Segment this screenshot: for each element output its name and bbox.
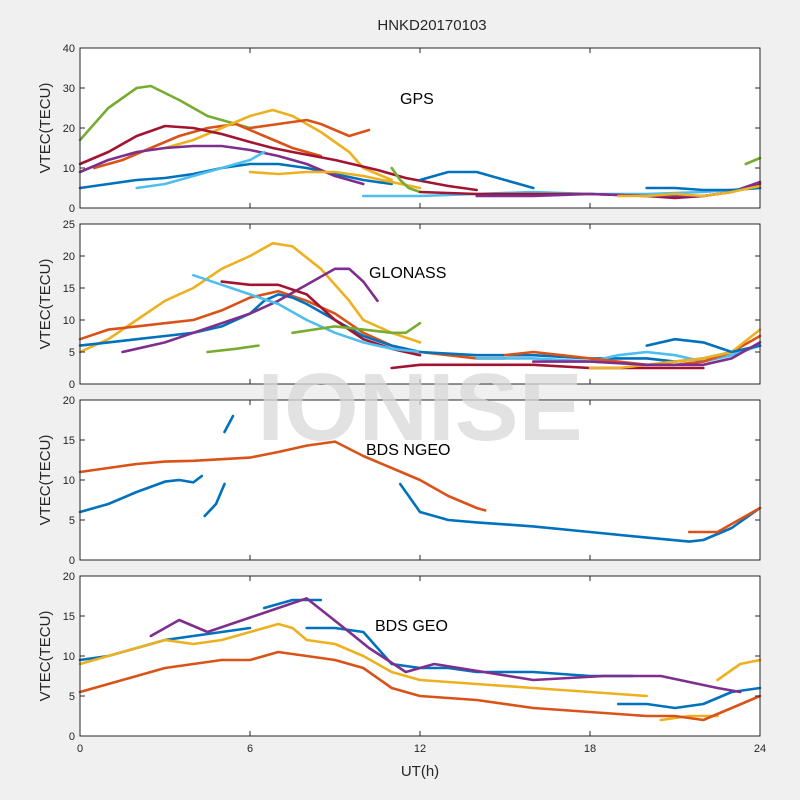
y-tick-label: 0 xyxy=(69,731,75,743)
series-line xyxy=(475,344,762,363)
series-line xyxy=(149,597,742,694)
y-tick-label: 5 xyxy=(69,347,75,359)
series-line xyxy=(716,658,762,682)
series-line xyxy=(248,118,371,138)
series-group xyxy=(78,414,762,543)
series-line xyxy=(192,273,422,354)
series-line xyxy=(248,170,422,190)
x-tick-label: 6 xyxy=(247,743,253,755)
y-tick-label: 25 xyxy=(63,219,75,231)
series-line xyxy=(659,714,719,722)
panel-annotation: BDS GEO xyxy=(375,618,448,635)
y-tick-label: 10 xyxy=(63,651,75,663)
panel-2: 0 5 10 15 20 25 VTEC(TECU) GLONASS xyxy=(37,219,762,391)
y-tick-label: 15 xyxy=(63,435,75,447)
watermark-logo: IONISE xyxy=(257,354,582,461)
y-tick-label: 5 xyxy=(69,691,75,703)
y-tick-label: 0 xyxy=(69,555,75,567)
series-line xyxy=(532,341,762,367)
y-tick-label: 20 xyxy=(63,571,75,583)
y-tick-label: 20 xyxy=(63,395,75,407)
series-line xyxy=(617,184,762,198)
series-line xyxy=(78,622,648,698)
series-line xyxy=(203,482,226,518)
panel-1: 0 10 20 30 40 VTEC(TECU) GPS xyxy=(37,43,762,215)
x-tick-label: 24 xyxy=(754,743,766,755)
plot-area xyxy=(80,576,760,736)
panel-annotation: GLONASS xyxy=(369,265,446,282)
y-tick-label: 30 xyxy=(63,83,75,95)
series-line xyxy=(78,650,762,722)
y-tick-label: 15 xyxy=(63,283,75,295)
panels: 0 10 20 30 40 VTEC(TECU) GPS 0 5 10 15 20 25 VTEC(TEC… xyxy=(37,43,766,755)
panel-annotation: GPS xyxy=(400,91,434,108)
series-line xyxy=(163,108,393,182)
series-line xyxy=(78,474,204,514)
series-line xyxy=(78,293,422,354)
series-line xyxy=(206,344,260,354)
series-group xyxy=(78,241,762,370)
y-tick-label: 10 xyxy=(63,315,75,327)
y-tick-label: 10 xyxy=(63,163,75,175)
x-axis-label: UT(h) xyxy=(401,763,439,780)
series-line xyxy=(78,124,478,192)
y-tick-label: 20 xyxy=(63,123,75,135)
y-tick-label: 0 xyxy=(69,203,75,215)
y-tick-label: 10 xyxy=(63,475,75,487)
y-tick-label: 0 xyxy=(69,379,75,391)
y-axis-label: VTEC(TECU) xyxy=(37,611,54,702)
series-line xyxy=(121,267,379,354)
series-line xyxy=(135,150,266,190)
series-line xyxy=(687,506,762,534)
y-tick-label: 15 xyxy=(63,611,75,623)
series-line xyxy=(418,170,535,190)
y-tick-label: 20 xyxy=(63,251,75,263)
y-axis-label: VTEC(TECU) xyxy=(37,435,54,526)
y-tick-label: 5 xyxy=(69,515,75,527)
series-line xyxy=(262,598,323,610)
y-axis-label: VTEC(TECU) xyxy=(37,259,54,350)
panel-3: 0 5 10 15 20 VTEC(TECU) BDS NGEO xyxy=(37,395,762,567)
series-line xyxy=(645,337,762,354)
panel-4: 0 5 10 15 20 0 6 12 18 24 VTEC(TECU) BDS GEO xyxy=(37,571,766,755)
series-line xyxy=(78,440,487,512)
x-tick-label: 18 xyxy=(584,743,596,755)
series-line xyxy=(78,162,393,190)
series-line xyxy=(291,321,422,335)
panel-annotation: BDS NGEO xyxy=(366,442,450,459)
series-line xyxy=(398,482,762,543)
y-axis-label: VTEC(TECU) xyxy=(37,83,54,174)
series-line xyxy=(744,156,762,166)
x-tick-label: 12 xyxy=(414,743,426,755)
chart-title: HNKD20170103 xyxy=(377,17,486,34)
series-line xyxy=(223,414,235,434)
y-tick-label: 40 xyxy=(63,43,75,55)
series-line xyxy=(390,363,705,370)
series-line xyxy=(390,166,422,194)
series-group xyxy=(78,84,762,200)
x-tick-label: 0 xyxy=(77,743,83,755)
series-line xyxy=(78,144,365,186)
series-group xyxy=(78,597,762,722)
series-line xyxy=(78,241,422,354)
series-line xyxy=(92,122,323,170)
